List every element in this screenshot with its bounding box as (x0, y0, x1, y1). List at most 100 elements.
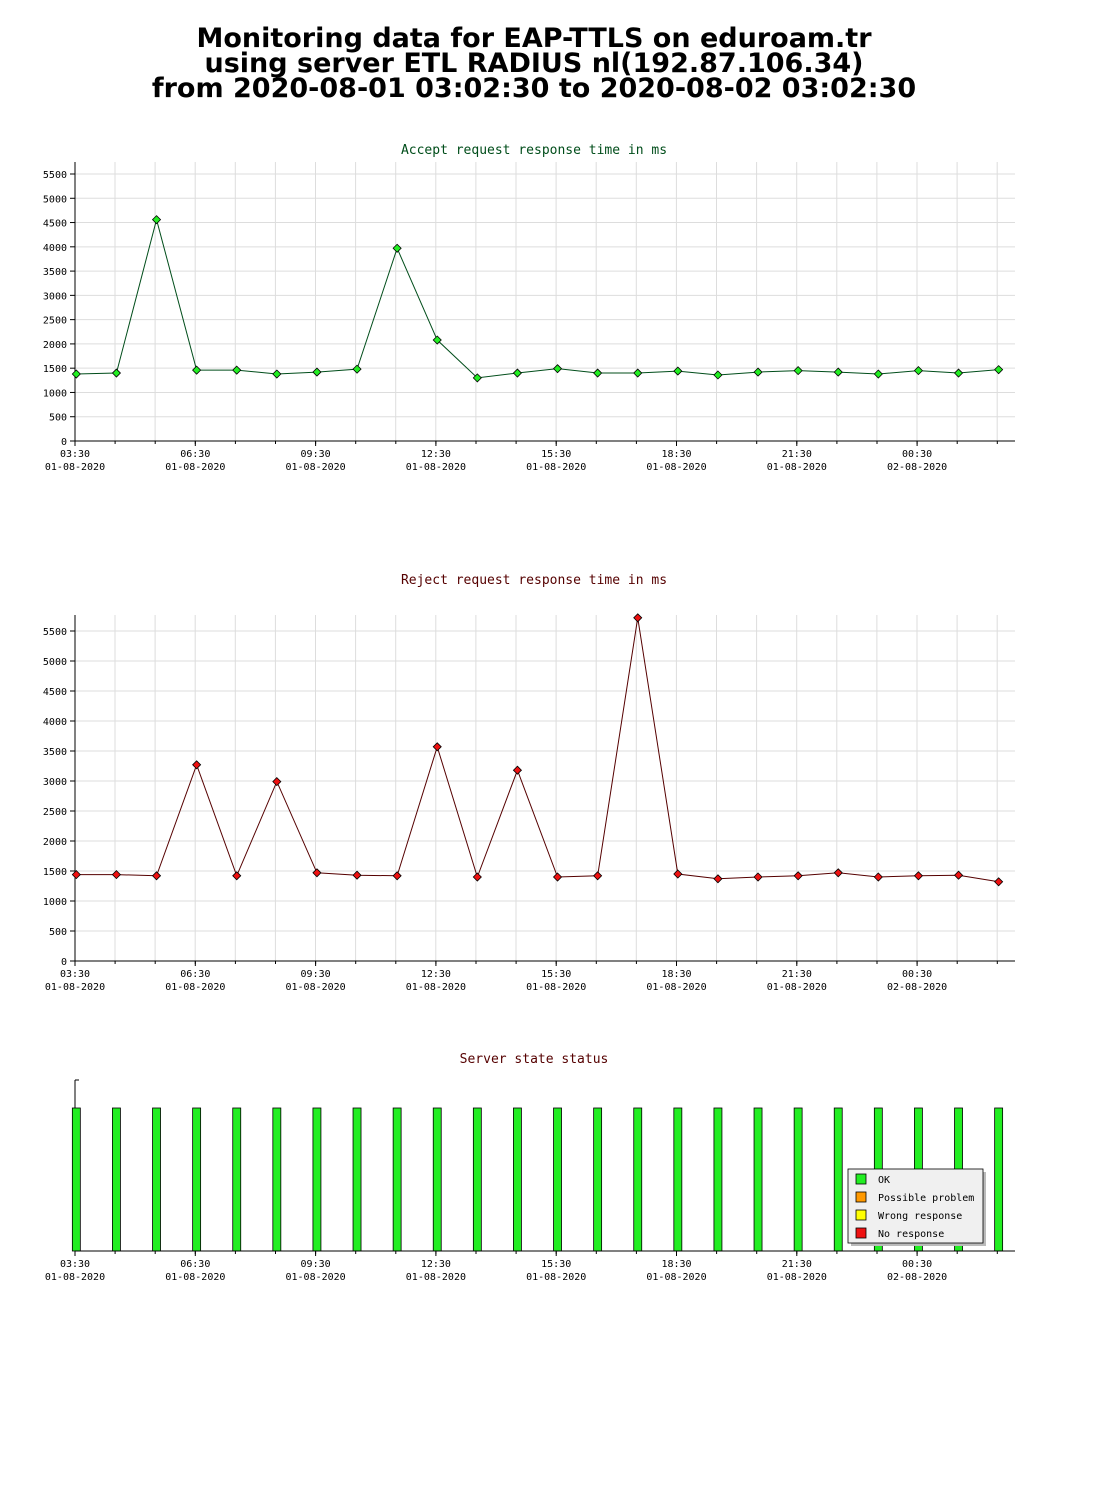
legend-label: Possible problem (878, 1193, 974, 1204)
data-point (392, 243, 402, 253)
legend-swatch (855, 1173, 867, 1185)
2-x-tick-date: 02-08-2020 (887, 1272, 947, 1283)
data-point (512, 765, 523, 775)
2-x-tick-time: 09:30 (301, 1259, 331, 1270)
server-state-chart: Server state status 03:30 01-08-2020 06:30 0… (45, 1052, 1015, 1283)
0-x-tick-date: 01-08-2020 (285, 462, 345, 473)
0-x-tick-date: 01-08-2020 (45, 462, 105, 473)
data-point (352, 364, 362, 374)
1-x-tick-date: 01-08-2020 (526, 982, 586, 993)
y-tick-label: 1500 (43, 364, 67, 375)
status-bar (673, 1107, 683, 1252)
2-x-tick-date: 01-08-2020 (45, 1272, 105, 1283)
data-point (713, 370, 723, 380)
series-line (76, 617, 999, 883)
status-bar (71, 1107, 81, 1252)
status-bar (312, 1107, 322, 1252)
y-tick-label: 0 (61, 437, 67, 448)
status-bar (352, 1107, 362, 1252)
status-bar (112, 1107, 121, 1252)
y-tick-label: 5000 (43, 194, 67, 205)
status-bar (833, 1107, 843, 1252)
1-x-tick-date: 01-08-2020 (45, 982, 105, 993)
y-tick-label: 2500 (43, 316, 67, 327)
0-x-tick-time: 21:30 (782, 449, 812, 460)
data-point (111, 870, 122, 880)
y-tick-label: 5500 (43, 627, 67, 638)
status-bar (793, 1107, 803, 1252)
0-x-tick-date: 01-08-2020 (526, 462, 586, 473)
data-point (994, 877, 1004, 887)
2-x-tick-date: 01-08-2020 (165, 1272, 225, 1283)
data-point (833, 868, 843, 878)
y-tick-label: 3000 (43, 291, 67, 302)
status-bar (513, 1107, 522, 1252)
title-line-2: using server ETL RADIUS nl(192.87.106.34… (204, 48, 864, 79)
data-point (833, 367, 843, 377)
legend-swatch (855, 1227, 867, 1239)
chart-title: Server state status (460, 1052, 609, 1067)
y-tick-label: 4000 (43, 243, 67, 254)
1-x-tick-time: 06:30 (180, 969, 210, 980)
1-x-tick-time: 21:30 (782, 969, 812, 980)
chart-title: Accept request response time in ms (401, 143, 667, 158)
1-x-tick-time: 09:30 (301, 969, 331, 980)
y-tick-label: 3500 (43, 267, 67, 278)
data-point (472, 373, 482, 383)
series-line (76, 217, 999, 379)
0-x-tick-date: 01-08-2020 (646, 462, 706, 473)
reject-response-chart: Reject request response time in ms 0 500 10… (43, 573, 1015, 993)
data-point (272, 777, 282, 787)
data-point (593, 368, 603, 378)
data-point (673, 366, 683, 376)
data-point (392, 871, 402, 881)
data-point (352, 870, 362, 880)
1-x-tick-time: 15:30 (541, 969, 571, 980)
2-x-tick-date: 01-08-2020 (526, 1272, 586, 1283)
y-tick-label: 4000 (43, 717, 67, 728)
data-point (953, 870, 964, 880)
data-point (873, 872, 883, 882)
data-point (472, 872, 482, 882)
status-bar (432, 1107, 442, 1252)
data-point (873, 369, 883, 379)
data-point (673, 869, 683, 879)
data-point (512, 368, 523, 378)
0-x-tick-time: 09:30 (301, 449, 331, 460)
page-title: Monitoring data for EAP-TTLS on eduroam.… (0, 23, 1068, 102)
y-tick-label: 1000 (43, 388, 67, 399)
data-point (151, 215, 162, 225)
2-x-tick-date: 01-08-2020 (285, 1272, 345, 1283)
0-x-tick-date: 01-08-2020 (165, 462, 225, 473)
1-x-tick-time: 00:30 (902, 969, 932, 980)
data-point (111, 368, 122, 378)
1-x-tick-date: 02-08-2020 (887, 982, 947, 993)
data-point (913, 366, 924, 376)
1-x-tick-date: 01-08-2020 (165, 982, 225, 993)
data-point (552, 872, 563, 882)
title-line-1: Monitoring data for EAP-TTLS on eduroam.… (196, 23, 872, 54)
data-point (71, 369, 81, 379)
status-bar (152, 1107, 161, 1252)
status-bar (713, 1107, 723, 1252)
data-point (432, 742, 442, 752)
1-x-tick-date: 01-08-2020 (767, 982, 827, 993)
data-point (232, 365, 242, 375)
0-x-tick-time: 03:30 (60, 449, 90, 460)
y-tick-label: 1000 (43, 897, 67, 908)
2-x-tick-time: 03:30 (60, 1259, 90, 1270)
0-x-tick-date: 02-08-2020 (887, 462, 947, 473)
data-point (753, 872, 763, 882)
data-point (994, 365, 1004, 375)
2-x-tick-time: 21:30 (782, 1259, 812, 1270)
legend-label: OK (878, 1175, 890, 1186)
legend-swatch (855, 1191, 867, 1203)
0-x-tick-time: 12:30 (421, 449, 451, 460)
y-tick-label: 2000 (43, 837, 67, 848)
status-bar (232, 1107, 242, 1252)
0-x-tick-time: 00:30 (902, 449, 932, 460)
0-x-tick-time: 06:30 (180, 449, 210, 460)
data-point (552, 364, 563, 374)
data-point (432, 335, 442, 345)
2-x-tick-time: 18:30 (661, 1259, 691, 1270)
